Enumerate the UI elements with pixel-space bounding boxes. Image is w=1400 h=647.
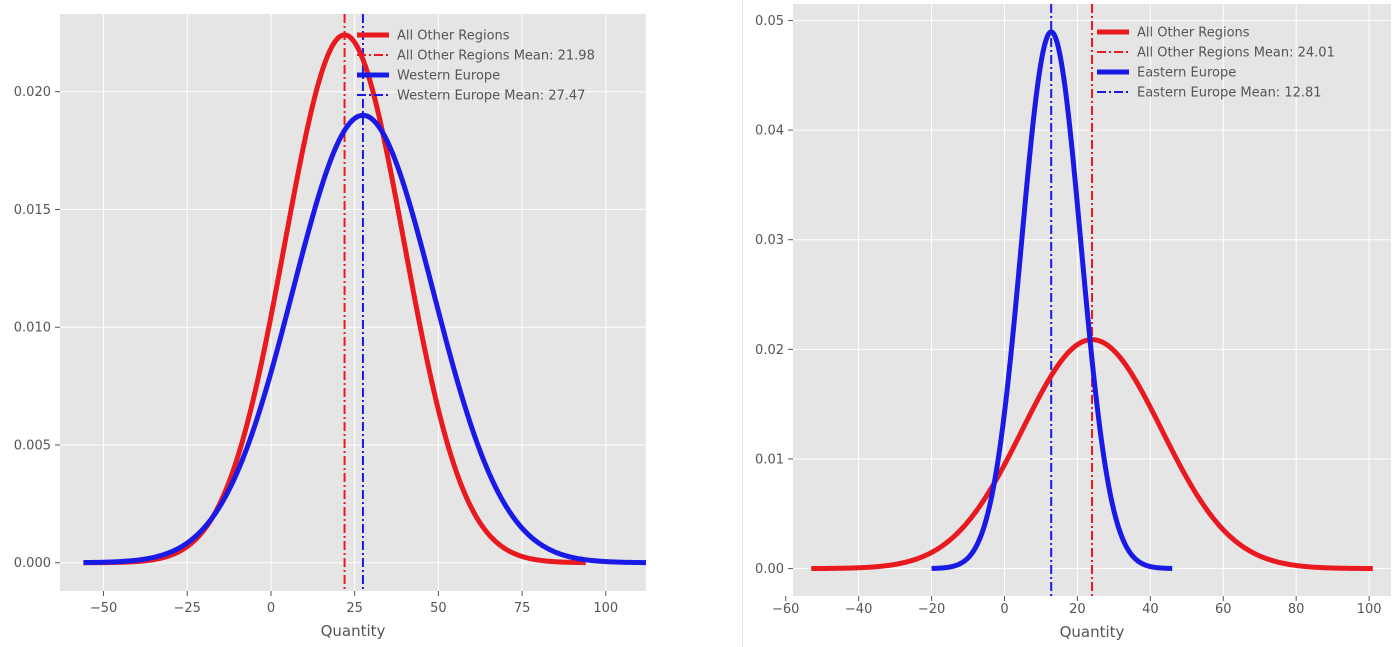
x-tick-label: −25 <box>174 601 201 616</box>
x-tick-label: −20 <box>918 602 945 617</box>
x-axis-label: Quantity <box>321 622 386 640</box>
legend-label: Eastern Europe Mean: 12.81 <box>1137 86 1322 101</box>
density-curve-western-europe <box>82 112 646 566</box>
density-curve-eastern-europe <box>929 29 1174 571</box>
legend-label: Western Europe Mean: 27.47 <box>397 89 585 104</box>
y-tick-label: 0.005 <box>14 438 51 453</box>
plot-area <box>60 14 646 591</box>
y-tick-label: 0.00 <box>755 562 784 577</box>
legend: All Other Regions All Other Regions Mean:… <box>357 29 595 104</box>
y-tick-label: 0.04 <box>755 124 784 139</box>
y-tick-label: 0.01 <box>755 452 784 467</box>
left-chart-panel: −50 −25 0 25 50 75 100 0.000 0.005 0.010 0.015 0.02… <box>13 14 646 640</box>
y-tick-label: 0.015 <box>14 203 51 218</box>
x-tick-label: 40 <box>1142 602 1159 617</box>
right-chart-panel: −60 −40 −20 0 20 40 60 80 100 0.00 0.01 0.02 0.03 0.0… <box>742 0 1400 647</box>
legend-label: All Other Regions <box>1137 26 1250 41</box>
legend-label: All Other Regions Mean: 24.01 <box>1137 46 1335 61</box>
right-density-chart: −60 −40 −20 0 20 40 60 80 100 0.00 0.01 0.02 0.03 0.0… <box>755 4 1391 641</box>
x-tick-label: −50 <box>90 601 117 616</box>
x-tick-label: 100 <box>1357 602 1382 617</box>
y-tick-label: 0.05 <box>755 14 784 29</box>
x-tick-label: 20 <box>1069 602 1086 617</box>
x-tick-label: 80 <box>1288 602 1305 617</box>
x-tick-label: 25 <box>346 601 363 616</box>
x-tick-label: −60 <box>772 602 799 617</box>
y-tick-label: 0.000 <box>14 556 51 571</box>
x-tick-label: 50 <box>430 601 447 616</box>
x-tick-label: 0 <box>1000 602 1008 617</box>
x-tick-label: 0 <box>267 601 275 616</box>
y-tick-label: 0.02 <box>755 343 784 358</box>
density-curve-all-other-regions <box>82 32 587 566</box>
y-tick-label: 0.03 <box>755 233 784 248</box>
y-tick-label: 0.020 <box>14 85 51 100</box>
legend-label: All Other Regions Mean: 21.98 <box>397 49 595 64</box>
x-tick-label: 60 <box>1215 602 1232 617</box>
y-tick-label: 0.010 <box>14 321 51 336</box>
legend-label: Western Europe <box>397 69 500 84</box>
x-tick-label: 100 <box>593 601 618 616</box>
legend-label: Eastern Europe <box>1137 66 1236 81</box>
x-tick-label: −40 <box>845 602 872 617</box>
x-axis-label: Quantity <box>1060 623 1125 641</box>
x-tick-label: 75 <box>514 601 531 616</box>
left-density-chart: −50 −25 0 25 50 75 100 0.000 0.005 0.010 0.015 0.02… <box>14 14 646 640</box>
legend-label: All Other Regions <box>397 29 510 44</box>
legend: All Other Regions All Other Regions Mean:… <box>1097 26 1335 101</box>
